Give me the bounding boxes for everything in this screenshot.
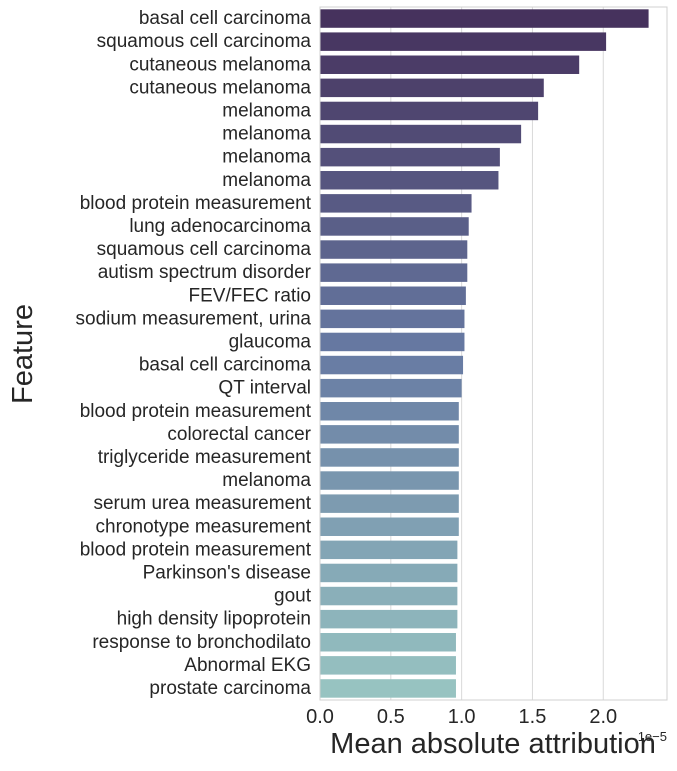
category-label: melanoma [222, 124, 311, 145]
bar [320, 494, 459, 513]
category-label: melanoma [222, 470, 311, 491]
category-label: squamous cell carcinoma [97, 239, 312, 260]
bar [320, 147, 500, 167]
y-axis-title: Feature [7, 304, 39, 404]
category-label: cutaneous melanoma [129, 77, 311, 98]
bar [320, 9, 649, 28]
bar [320, 586, 458, 606]
bar [320, 402, 459, 421]
x-tick-label: 1.0 [448, 706, 476, 728]
bar [320, 355, 464, 375]
bar [320, 263, 468, 282]
bar [320, 32, 607, 51]
bar [320, 332, 465, 352]
category-label: chronotype measurement [96, 516, 312, 537]
bar [320, 425, 459, 444]
bar [320, 540, 458, 560]
bar [320, 78, 544, 98]
bar [320, 124, 522, 144]
bar [320, 517, 459, 536]
plot-frame [319, 6, 668, 701]
x-tick-label: 0.5 [377, 706, 405, 728]
category-label: QT interval [218, 378, 311, 399]
category-label: prostate carcinoma [149, 678, 311, 699]
bar [320, 609, 458, 629]
x-tick-labels: 0.0 0.5 1.0 1.5 2.0 [306, 706, 617, 728]
category-label: blood protein measurement [80, 401, 312, 422]
bar [320, 194, 472, 213]
bar [320, 471, 459, 490]
category-label: response to bronchodilato [92, 632, 311, 653]
bar [320, 679, 456, 698]
bars [320, 9, 649, 698]
category-label: colorectal cancer [167, 424, 311, 445]
category-label: sodium measurement, urina [76, 308, 312, 329]
category-label: glaucoma [229, 331, 312, 352]
bar [320, 378, 462, 398]
x-axis-offset-label: 1e−5 [638, 729, 667, 744]
category-label: high density lipoprotein [117, 609, 311, 630]
category-label: FEV/FEC ratio [189, 285, 311, 306]
category-label: Parkinson's disease [143, 562, 311, 583]
category-label: melanoma [222, 147, 311, 168]
category-label: autism spectrum disorder [98, 262, 312, 283]
bar [320, 633, 456, 652]
bar [320, 309, 465, 329]
bar [320, 563, 458, 583]
category-label: Abnormal EKG [184, 655, 311, 676]
category-label: basal cell carcinoma [139, 355, 312, 376]
category-label: blood protein measurement [80, 193, 312, 214]
category-label: serum urea measurement [93, 493, 311, 514]
bar [320, 286, 466, 305]
bar [320, 656, 456, 675]
x-axis-title: Mean absolute attribution [330, 728, 656, 760]
category-label: melanoma [222, 100, 311, 121]
category-label: blood protein measurement [80, 539, 312, 560]
bar [320, 171, 499, 190]
bar [320, 240, 468, 259]
category-label: gout [274, 586, 312, 607]
x-tick-label: 2.0 [589, 706, 617, 728]
bar [320, 55, 580, 74]
bar [320, 101, 539, 121]
category-label: squamous cell carcinoma [97, 31, 312, 52]
x-tick-label: 1.5 [519, 706, 547, 728]
category-label: basal cell carcinoma [139, 8, 312, 29]
category-label: melanoma [222, 170, 311, 191]
category-label: cutaneous melanoma [129, 54, 311, 75]
x-tick-label: 0.0 [306, 706, 334, 728]
bar [320, 217, 469, 236]
category-label: triglyceride measurement [98, 447, 312, 468]
category-label: lung adenocarcinoma [129, 216, 311, 237]
bar [320, 448, 459, 467]
